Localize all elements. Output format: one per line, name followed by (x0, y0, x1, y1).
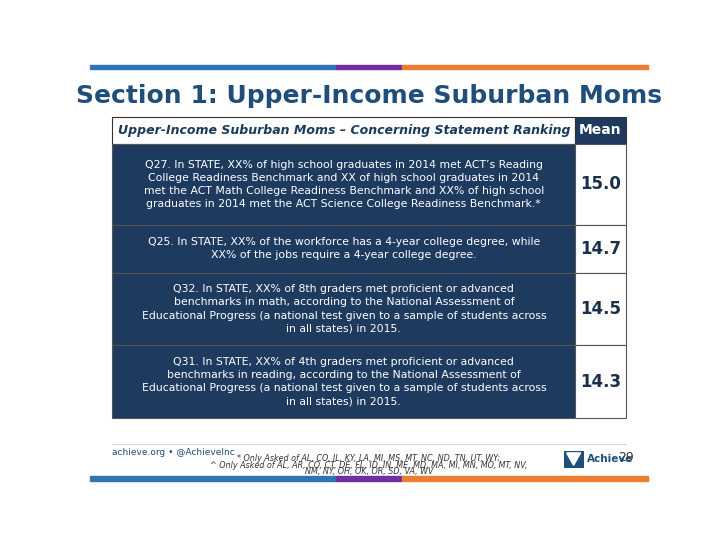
Bar (564, 451, 584, 468)
Bar (575, 225, 626, 273)
Text: 14.7: 14.7 (580, 240, 621, 258)
Bar (336, 476, 402, 481)
Text: Q27. In STATE, XX% of high school graduates in 2014 met ACT’s Reading
College Re: Q27. In STATE, XX% of high school gradua… (144, 159, 544, 209)
Bar (402, 65, 648, 70)
Text: Mean: Mean (579, 123, 622, 137)
Bar (90, 476, 336, 481)
Bar (112, 117, 575, 144)
Bar (402, 476, 648, 481)
Text: 14.3: 14.3 (580, 373, 621, 391)
Bar (112, 225, 575, 273)
Text: Q25. In STATE, XX% of the workforce has a 4-year college degree, while
XX% of th: Q25. In STATE, XX% of the workforce has … (148, 237, 540, 260)
Bar (336, 65, 402, 70)
Text: Upper-Income Suburban Moms – Concerning Statement Ranking: Upper-Income Suburban Moms – Concerning … (117, 124, 570, 137)
Bar (575, 273, 626, 346)
Text: * Only Asked of AL, CO, IL, KY, LA, MI, MS, MT, NC, ND, TN, UT, WY;: * Only Asked of AL, CO, IL, KY, LA, MI, … (238, 455, 500, 463)
Text: ^ Only Asked of AL, AR, CO, CT, DE, FL, ID, IN, ME, MD, MA, MI, MN, MO, MT, NV,: ^ Only Asked of AL, AR, CO, CT, DE, FL, … (210, 461, 528, 470)
Text: Q31. In STATE, XX% of 4th graders met proficient or advanced
benchmarks in readi: Q31. In STATE, XX% of 4th graders met pr… (142, 357, 546, 407)
Text: NM, NY, OH, OK, OR, SD, VA, WV: NM, NY, OH, OK, OR, SD, VA, WV (305, 467, 433, 476)
Bar (112, 144, 575, 225)
Text: 29: 29 (618, 451, 634, 464)
Text: achieve.org • @AchieveInc: achieve.org • @AchieveInc (112, 448, 235, 457)
Text: 14.5: 14.5 (580, 300, 621, 318)
Bar (112, 273, 575, 346)
Bar (90, 65, 336, 70)
Bar (575, 346, 626, 418)
Text: 15.0: 15.0 (580, 176, 621, 193)
Polygon shape (567, 453, 580, 465)
Bar (575, 144, 626, 225)
Bar (575, 117, 626, 144)
Text: Section 1: Upper-Income Suburban Moms: Section 1: Upper-Income Suburban Moms (76, 84, 662, 108)
Bar (112, 346, 575, 418)
Text: Q32. In STATE, XX% of 8th graders met proficient or advanced
benchmarks in math,: Q32. In STATE, XX% of 8th graders met pr… (142, 284, 546, 334)
Text: Achieve: Achieve (587, 454, 633, 464)
